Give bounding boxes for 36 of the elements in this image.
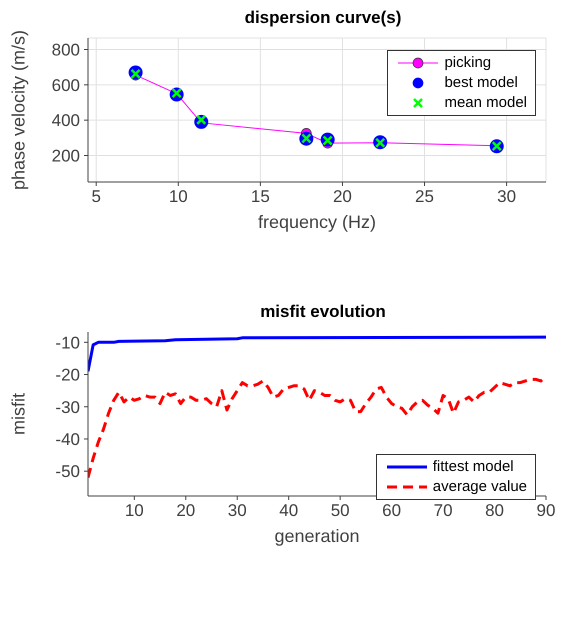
x-tick-label: 10 [124,501,144,520]
y-tick-label: -10 [55,333,80,352]
legend-label: mean model [444,94,527,111]
x-tick-label: 25 [415,187,434,206]
x-tick-label: 20 [176,501,196,520]
chart-title: misfit evolution [259,302,387,323]
x-tick-label: 20 [332,187,352,206]
legend-label: picking [444,54,492,71]
y-axis-title: misfit [8,393,28,435]
y-tick-label: 400 [52,111,80,130]
x-tick-label: 90 [536,501,556,520]
x-axis-title: generation [274,526,360,546]
x-tick-label: 10 [168,187,188,206]
legend-label: fittest model [432,458,514,475]
x-tick-label: 40 [279,501,298,520]
legend-label: average value [432,478,527,495]
x-tick-label: 15 [250,187,270,206]
x-tick-label: 30 [497,187,516,206]
x-tick-label: 5 [91,187,101,206]
y-axis-title: phase velocity (m/s) [8,30,28,190]
x-tick-label: 50 [330,501,350,520]
y-tick-label: 600 [52,76,80,95]
x-tick-label: 30 [228,501,247,520]
chart-title: dispersion curve(s) [244,8,402,29]
y-tick-label: 800 [52,40,80,60]
y-tick-label: -40 [55,430,80,450]
x-axis-title: frequency (Hz) [258,212,376,232]
y-tick-label: -50 [55,462,80,482]
x-tick-label: 70 [434,501,453,520]
y-tick-label: -20 [55,366,80,385]
y-tick-label: -30 [55,398,80,417]
legend-label: best model [444,74,518,91]
x-tick-label: 60 [382,501,402,520]
y-tick-label: 200 [52,146,80,166]
line-series [88,336,546,373]
x-tick-label: 80 [485,501,504,520]
